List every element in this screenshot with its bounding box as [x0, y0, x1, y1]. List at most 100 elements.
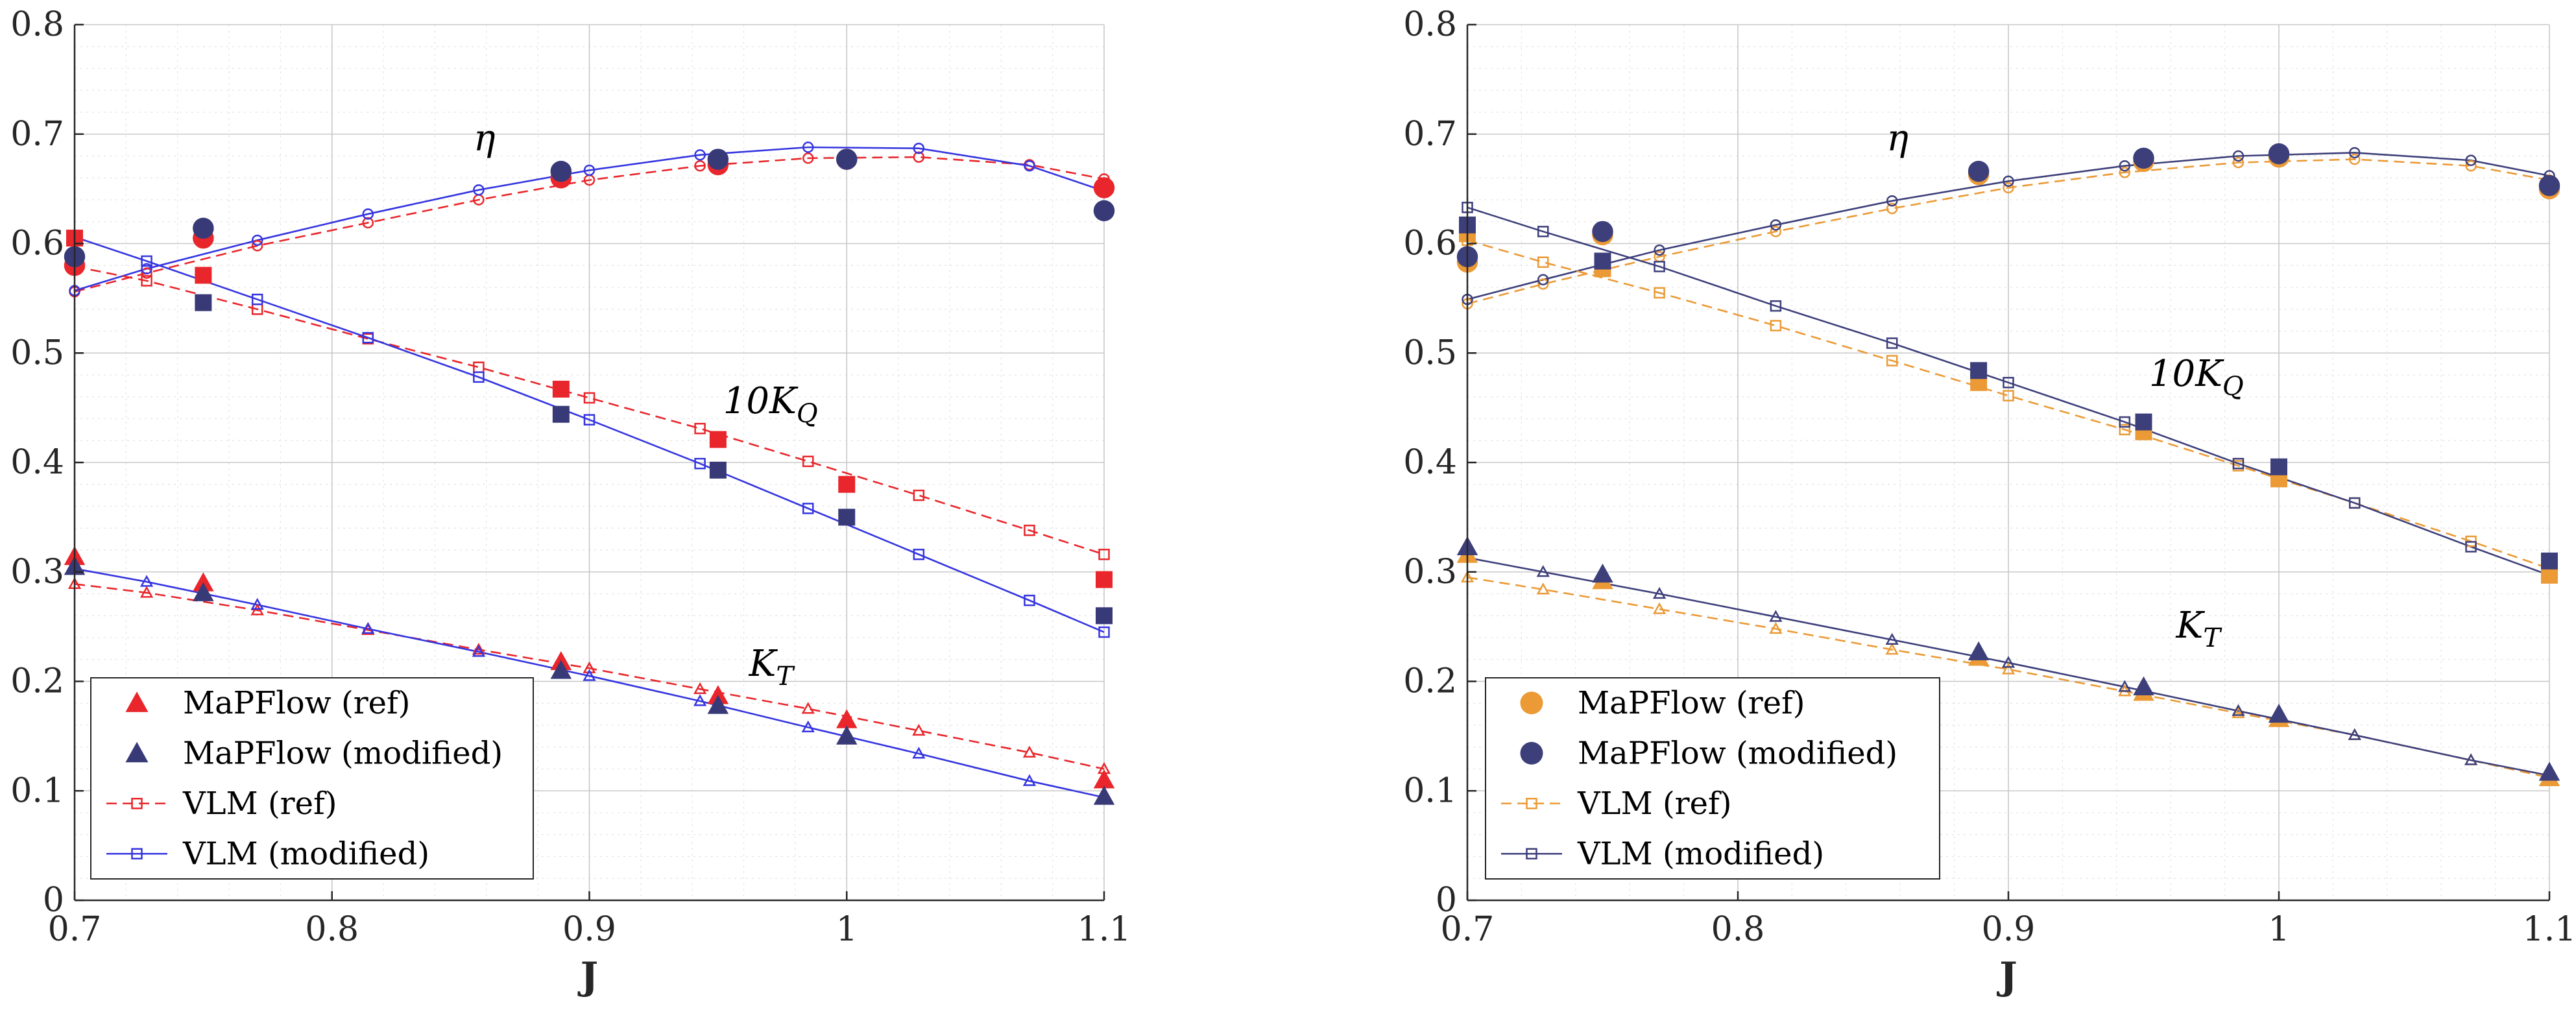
data-point-mapflow-ref-10kq [709, 431, 727, 448]
data-point-vlm-ref-eta [1886, 202, 1898, 215]
data-point-mapflow-ref-kt [707, 685, 729, 704]
y-tick-label: 0.6 [1403, 224, 1457, 263]
data-point-vlm-modified-10kq [1024, 594, 1035, 606]
data-point-mapflow-modified-10kq [195, 294, 212, 311]
annotation-label: KT [748, 643, 795, 691]
data-point-mapflow-ref-10kq [838, 475, 856, 493]
data-point-vlm-ref-kt [1885, 642, 1899, 655]
left-plot-panel: 0.7 0.8 0.9 1 1.1 0 0.1 0.2 0.3 0.4 0.5 0.6 0.7 0.8 Jη… [10, 5, 1131, 998]
data-point-vlm-modified-kt [2348, 728, 2361, 740]
data-point-mapflow-ref-10kq [552, 380, 570, 398]
y-tick-label: 0.1 [10, 771, 64, 810]
y-tick-label: 0.7 [1403, 115, 1457, 154]
data-point-vlm-modified-eta [694, 149, 706, 161]
data-point-vlm-ref-eta [251, 240, 263, 252]
annotation-text: 10K [2149, 353, 2224, 395]
series-line-vlm-ref-eta [1467, 158, 2550, 305]
legend-label: MaPFlow (ref) [183, 685, 411, 721]
data-point-vlm-modified-10kq [1098, 626, 1110, 638]
data-point-vlm-modified-10kq [2465, 541, 2477, 553]
data-point-vlm-modified-10kq [473, 371, 485, 383]
data-point-vlm-modified-10kq [1537, 226, 1549, 237]
data-point-vlm-modified-10kq [362, 331, 374, 344]
data-point-vlm-ref-kt [583, 661, 596, 673]
data-point-mapflow-ref-eta [1093, 177, 1115, 198]
data-point-vlm-modified-eta [473, 184, 485, 196]
annotation-label: η [474, 117, 496, 160]
data-point-vlm-ref-eta [913, 151, 925, 163]
legend-label: VLM (ref) [182, 785, 337, 822]
data-point-vlm-modified-kt [2118, 680, 2132, 692]
legend-marker [125, 691, 149, 712]
data-point-mapflow-ref-kt [193, 572, 214, 592]
y-tick-label: 0.4 [10, 443, 64, 482]
legend-marker [131, 798, 143, 809]
data-point-vlm-modified-eta [1024, 160, 1035, 172]
data-point-vlm-modified-eta [2003, 175, 2014, 187]
data-point-mapflow-modified-kt [836, 725, 858, 745]
x-tick-label: 0.9 [562, 910, 616, 949]
data-point-vlm-modified-kt [2232, 704, 2245, 716]
data-point-vlm-modified-eta [2349, 147, 2361, 159]
x-tick-label: 0.7 [1441, 910, 1495, 949]
data-point-mapflow-modified-eta [2133, 147, 2154, 169]
legend-entry: MaPFlow (modified) [125, 735, 503, 771]
legend-entry: MaPFlow (ref) [125, 685, 411, 721]
data-point-vlm-ref-kt [2232, 706, 2245, 719]
data-point-vlm-ref-10kq [2119, 424, 2131, 436]
data-point-mapflow-modified-10kq [1970, 362, 1988, 379]
data-point-vlm-modified-kt [2001, 656, 2016, 668]
legend-label: VLM (ref) [1577, 785, 1732, 822]
data-point-vlm-modified-10kq [2119, 416, 2131, 428]
data-point-vlm-modified-10kq [2232, 457, 2245, 470]
data-point-mapflow-modified-kt [707, 695, 729, 714]
data-point-vlm-modified-eta [251, 234, 263, 246]
x-tick-label: 1.1 [2523, 910, 2576, 949]
data-point-vlm-ref-kt [472, 642, 486, 655]
data-point-vlm-modified-kt [801, 720, 815, 733]
data-point-vlm-modified-eta [2119, 160, 2131, 172]
legend-marker [131, 848, 143, 859]
data-point-vlm-ref-kt [1022, 745, 1037, 758]
data-point-vlm-modified-eta [1770, 219, 1782, 231]
legend-label: MaPFlow (modified) [183, 735, 503, 771]
data-point-mapflow-ref-10kq [2541, 566, 2558, 584]
data-point-vlm-ref-kt [1652, 602, 1667, 614]
data-point-vlm-modified-kt [1885, 632, 1899, 645]
data-point-mapflow-modified-10kq [1594, 252, 1611, 270]
data-point-vlm-ref-10kq [141, 275, 152, 287]
data-point-vlm-ref-eta [2119, 167, 2131, 178]
y-tick-label: 0.2 [10, 662, 64, 701]
data-point-mapflow-modified-kt [193, 582, 214, 601]
annotation-text: K [748, 643, 778, 685]
x-tick-label: 1 [836, 910, 858, 949]
data-point-mapflow-modified-10kq [2541, 552, 2558, 569]
data-point-vlm-ref-10kq [1098, 549, 1110, 560]
data-point-vlm-ref-10kq [802, 455, 814, 468]
data-point-mapflow-modified-kt [2268, 703, 2290, 723]
data-point-vlm-ref-10kq [473, 361, 485, 373]
data-point-mapflow-modified-eta [1093, 200, 1115, 222]
x-tick-label: 0.9 [1982, 910, 2036, 949]
annotation-text: η [474, 117, 496, 160]
data-point-mapflow-modified-10kq [2135, 413, 2152, 431]
legend: MaPFlow (ref) MaPFlow (modified) VLM (ref)… [1485, 677, 1940, 880]
data-point-vlm-ref-10kq [1537, 256, 1549, 268]
y-tick-label: 0.7 [10, 115, 64, 154]
legend-entry: VLM (ref) [106, 785, 337, 822]
data-point-vlm-modified-eta [913, 142, 925, 154]
legend: MaPFlow (ref) MaPFlow (modified) VLM (ref)… [90, 677, 534, 880]
x-tick-label: 1 [2268, 910, 2289, 949]
legend-label: VLM (modified) [1577, 835, 1824, 872]
legend-entry: MaPFlow (modified) [1520, 735, 1897, 771]
data-point-vlm-modified-kt [912, 747, 926, 759]
data-point-vlm-modified-eta [2232, 150, 2245, 162]
data-point-vlm-modified-eta [1886, 195, 1898, 207]
data-point-vlm-ref-eta [1770, 226, 1782, 237]
data-point-mapflow-modified-eta [193, 217, 214, 239]
data-point-mapflow-modified-10kq [2270, 458, 2287, 475]
data-point-vlm-ref-eta [2003, 182, 2014, 194]
data-point-vlm-modified-kt [1536, 565, 1550, 577]
data-point-vlm-modified-10kq [251, 293, 263, 306]
